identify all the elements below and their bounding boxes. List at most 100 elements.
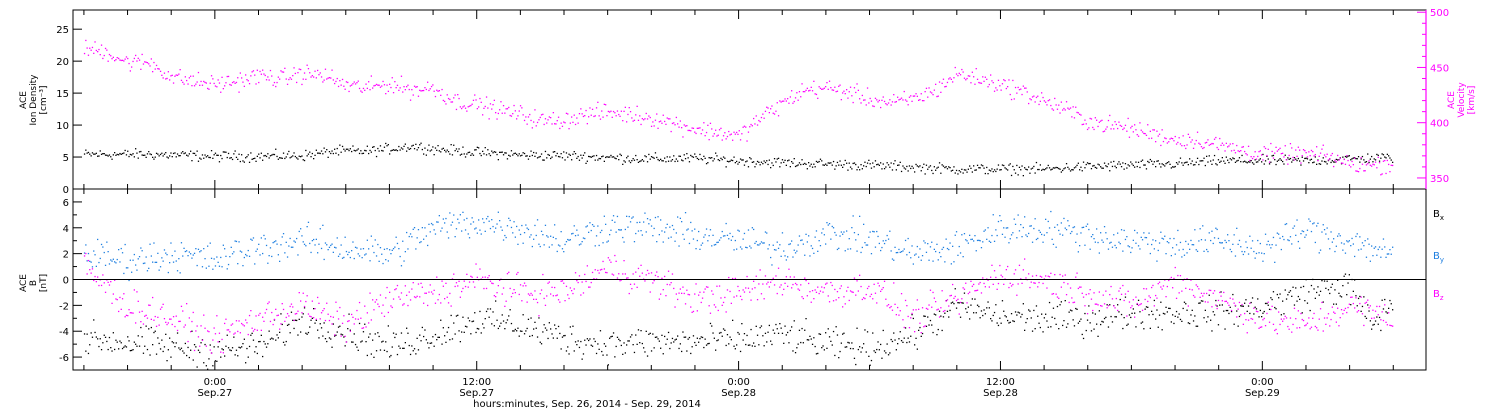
data-point	[1043, 169, 1045, 171]
data-point	[1153, 129, 1155, 131]
data-point	[1378, 305, 1381, 308]
data-point	[1012, 320, 1014, 322]
data-point	[1110, 128, 1112, 130]
data-point	[1330, 154, 1332, 157]
data-point	[701, 297, 704, 299]
data-point	[221, 338, 223, 341]
data-point	[412, 282, 414, 284]
data-point	[733, 156, 735, 158]
data-point	[746, 275, 748, 278]
data-point	[217, 79, 219, 81]
data-point	[1196, 250, 1199, 252]
data-point	[210, 150, 213, 152]
data-point	[557, 155, 560, 158]
data-point	[849, 86, 852, 88]
data-point	[1085, 329, 1087, 332]
data-point	[857, 290, 859, 292]
data-point	[488, 118, 490, 120]
data-point	[1338, 159, 1340, 161]
data-point	[614, 157, 616, 159]
data-point	[900, 251, 903, 253]
data-point	[258, 153, 260, 155]
data-point	[978, 167, 980, 169]
data-point	[243, 161, 245, 163]
data-point	[669, 284, 671, 286]
data-point	[1335, 245, 1337, 247]
data-point	[928, 304, 930, 306]
data-point	[1093, 164, 1095, 167]
data-point	[263, 320, 265, 322]
data-point	[811, 290, 814, 292]
data-point	[870, 293, 873, 295]
data-point	[493, 295, 495, 297]
data-point	[221, 348, 223, 350]
data-point	[1382, 160, 1385, 162]
data-point	[1092, 126, 1094, 129]
data-point	[437, 90, 439, 92]
data-point	[1094, 241, 1096, 243]
data-point	[767, 248, 769, 250]
data-point	[577, 340, 579, 342]
data-point	[844, 346, 846, 348]
data-point	[1367, 153, 1369, 155]
data-point	[560, 280, 562, 282]
data-point	[331, 346, 333, 348]
data-point	[235, 156, 238, 158]
data-point	[276, 334, 278, 336]
data-point	[275, 148, 277, 150]
data-point	[572, 121, 574, 123]
data-point	[1250, 317, 1252, 320]
data-point	[1082, 123, 1085, 125]
data-point	[773, 332, 776, 334]
data-point	[1230, 310, 1233, 313]
data-point	[138, 151, 141, 153]
data-point	[390, 150, 392, 152]
data-point	[137, 258, 139, 260]
data-point	[324, 319, 327, 322]
data-point	[737, 331, 739, 334]
data-point	[1117, 163, 1119, 165]
data-point	[242, 324, 244, 326]
data-point	[455, 228, 458, 230]
data-point	[1022, 269, 1024, 271]
data-point	[407, 84, 409, 86]
data-point	[1217, 324, 1220, 326]
data-point	[584, 237, 586, 240]
data-point	[352, 83, 354, 85]
data-point	[116, 153, 118, 156]
data-point	[195, 248, 197, 250]
data-point	[590, 156, 592, 158]
data-point	[453, 97, 455, 99]
data-point	[214, 265, 217, 267]
data-point	[891, 340, 894, 343]
data-point	[222, 151, 224, 153]
data-point	[529, 294, 531, 296]
data-point	[912, 95, 914, 97]
data-point	[1258, 316, 1260, 318]
data-point	[656, 271, 658, 273]
data-point	[1299, 160, 1301, 162]
data-point	[997, 220, 1000, 223]
data-point	[595, 278, 598, 280]
data-point	[692, 310, 695, 313]
data-point	[245, 157, 247, 159]
data-point	[686, 350, 688, 352]
data-point	[1199, 296, 1201, 298]
data-point	[1316, 291, 1318, 294]
data-point	[734, 133, 736, 135]
data-point	[971, 298, 973, 300]
data-point	[1334, 161, 1336, 163]
data-point	[588, 116, 590, 118]
data-point	[628, 215, 630, 218]
data-point	[1352, 164, 1354, 166]
data-point	[1075, 166, 1077, 168]
data-point	[895, 101, 897, 103]
data-point	[1233, 149, 1235, 151]
data-point	[328, 77, 331, 79]
data-point	[1001, 300, 1004, 302]
data-point	[95, 49, 97, 52]
data-point	[140, 326, 142, 329]
data-point	[279, 157, 281, 159]
data-point	[1052, 243, 1055, 245]
data-point	[1310, 326, 1313, 328]
